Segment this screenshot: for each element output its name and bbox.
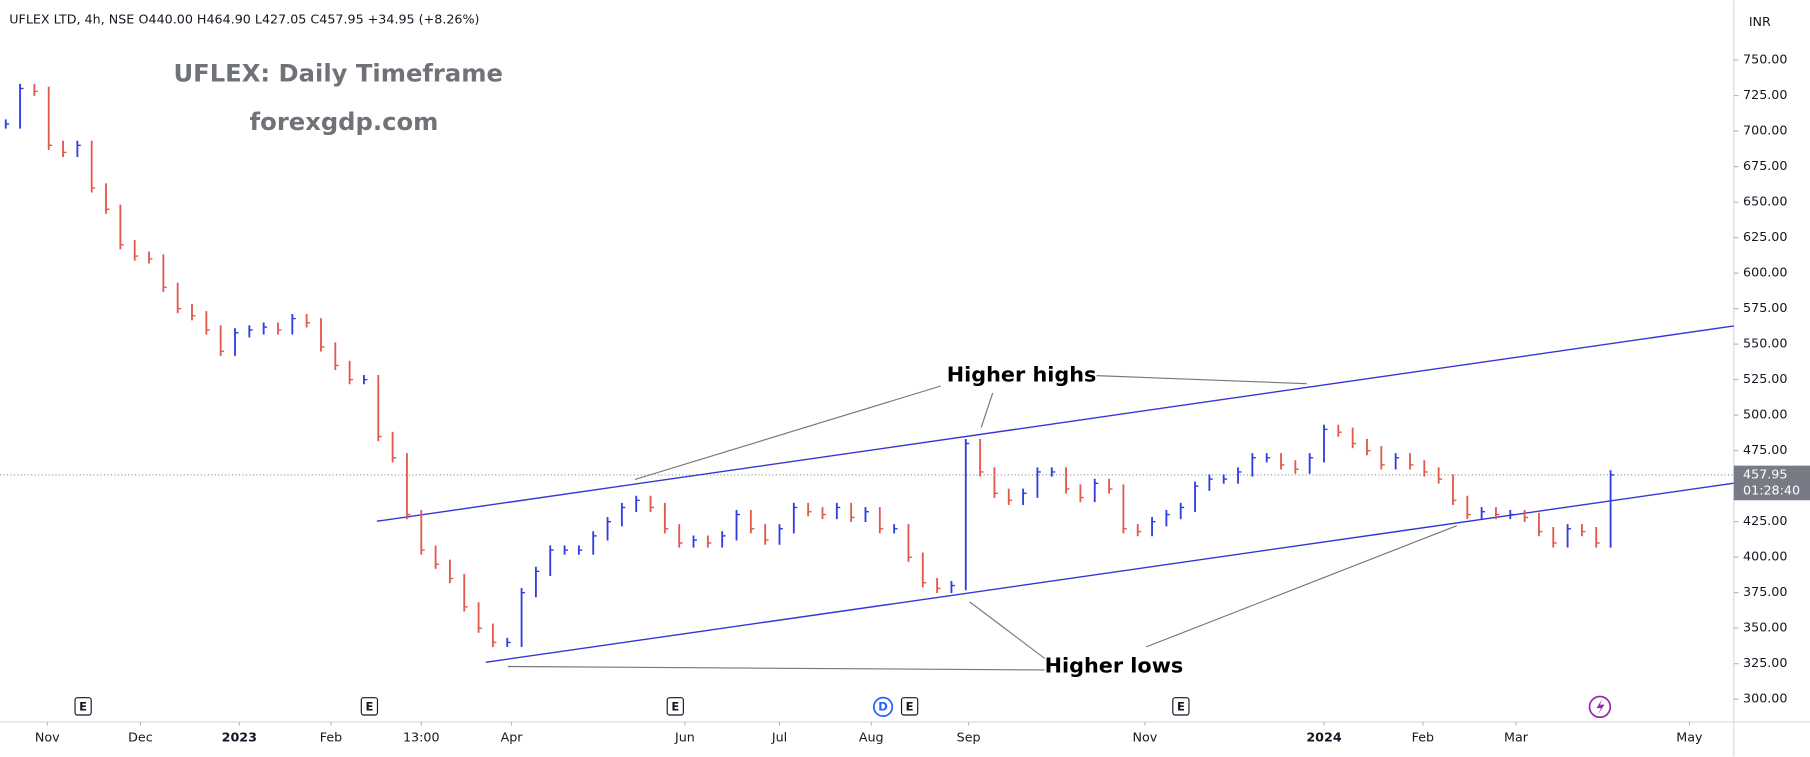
y-tick-label: 375.00 — [1743, 584, 1787, 599]
pointer — [1146, 525, 1457, 648]
event-box — [872, 696, 894, 718]
event-label[interactable]: D — [878, 699, 888, 713]
x-tick-label: Nov — [35, 730, 60, 745]
x-tick-label: Mar — [1504, 730, 1529, 745]
event-label[interactable]: E — [365, 699, 373, 713]
event-label[interactable]: E — [906, 699, 914, 713]
x-tick-label: Apr — [501, 730, 524, 745]
y-tick-label: 550.00 — [1743, 336, 1787, 351]
x-tick-label: Dec — [128, 730, 153, 745]
y-tick-label: 425.00 — [1743, 513, 1787, 528]
currency: INR — [1749, 14, 1771, 29]
y-tick-label: 725.00 — [1743, 87, 1787, 102]
subtitle: forexgdp.com — [250, 107, 439, 136]
price-tag-label: 457.95 — [1743, 466, 1787, 481]
pointer — [969, 601, 1046, 659]
event-label[interactable]: E — [671, 699, 679, 713]
price-tag — [1733, 465, 1810, 501]
y-tick-label: 325.00 — [1743, 655, 1787, 670]
y-tick-label: 400.00 — [1743, 549, 1787, 564]
ohlc: O440.00 H464.90 L427.05 C457.95 +34.95 (… — [139, 12, 480, 27]
event-box — [900, 697, 919, 716]
x-tick-label: 2023 — [222, 730, 257, 745]
x-tick-label: Sep — [957, 730, 981, 745]
pointer — [980, 392, 994, 428]
x-tick-label: Jul — [771, 730, 787, 745]
pointer — [634, 385, 941, 481]
countdown: 01:28:40 — [1743, 483, 1800, 498]
event-box — [74, 697, 92, 716]
event-markers: E E E D E E — [74, 695, 1612, 719]
x-tick-label: Nov — [1133, 730, 1158, 745]
symbol: UFLEX LTD, 4h, NSE — [9, 12, 134, 27]
y-tick-label: 300.00 — [1743, 691, 1787, 706]
lightning-glyph — [1596, 698, 1605, 715]
y-tick-label: 500.00 — [1743, 407, 1787, 422]
event-label[interactable]: E — [79, 699, 87, 713]
trend-line — [376, 325, 1734, 522]
x-tick-label: Aug — [859, 730, 884, 745]
annotation: Higher lows — [1045, 654, 1184, 678]
y-tick-label: 600.00 — [1743, 265, 1787, 280]
y-tick-label: 750.00 — [1743, 52, 1787, 67]
y-tick-label: 625.00 — [1743, 229, 1787, 244]
annotation: Higher highs — [947, 363, 1097, 387]
pointer — [507, 665, 1045, 671]
annotation-pointers — [507, 375, 1457, 671]
title: UFLEX: Daily Timeframe — [174, 58, 503, 87]
event-box — [1172, 697, 1190, 716]
trend-line — [485, 482, 1734, 663]
x-tick-label: 2024 — [1306, 730, 1341, 745]
x-tick-label: Feb — [320, 730, 342, 745]
y-tick-label: 675.00 — [1743, 158, 1787, 173]
y-tick-label: 575.00 — [1743, 300, 1787, 315]
y-tick-label: 700.00 — [1743, 123, 1787, 138]
x-tick-label: 13:00 — [403, 730, 440, 745]
event-box — [666, 697, 684, 716]
y-tick-label: 350.00 — [1743, 620, 1787, 635]
x-tick-label: Feb — [1412, 730, 1434, 745]
x-tick-label: May — [1676, 730, 1703, 745]
y-tick-label: 475.00 — [1743, 442, 1787, 457]
y-tick-label: 525.00 — [1743, 371, 1787, 386]
event-label[interactable]: E — [1177, 699, 1185, 713]
plot — [0, 83, 1734, 663]
y-tick-label: 650.00 — [1743, 194, 1787, 209]
event-box — [360, 697, 379, 716]
pointer — [1096, 375, 1307, 385]
x-tick-label: Jun — [674, 730, 695, 745]
